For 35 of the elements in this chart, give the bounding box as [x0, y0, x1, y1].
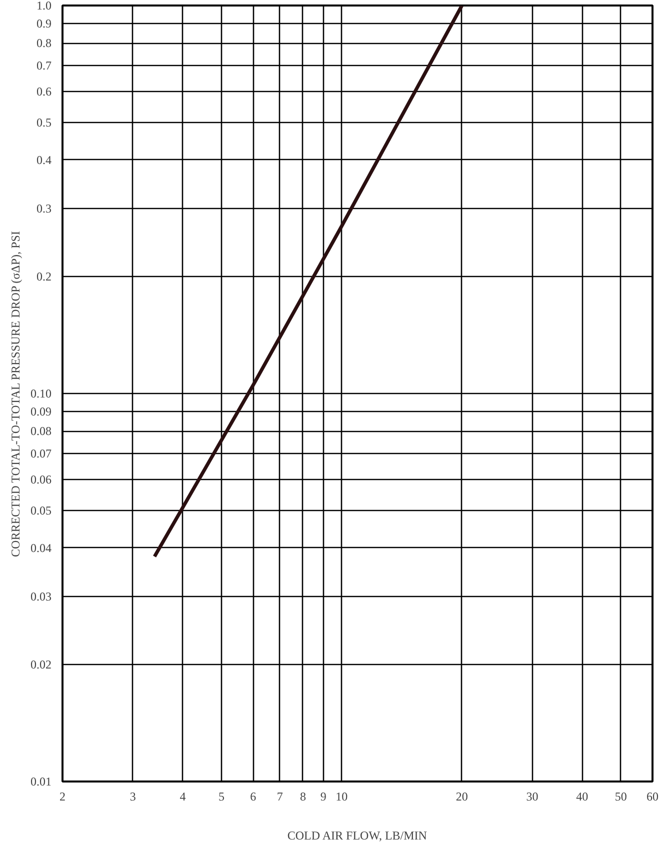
x-tick-label: 60	[646, 790, 658, 804]
x-tick-label: 3	[130, 790, 136, 804]
y-tick-label: 0.9	[36, 16, 52, 30]
y-tick-label: 0.8	[36, 36, 52, 50]
x-tick-label: 4	[180, 790, 186, 804]
y-tick-label: 0.3	[36, 201, 52, 216]
y-tick-label: 0.4	[36, 152, 52, 167]
y-tick-label: 0.02	[30, 658, 52, 672]
x-tick-label: 30	[526, 790, 538, 804]
x-tick-label: 7	[276, 790, 283, 804]
y-tick-label: 0.6	[36, 84, 52, 99]
y-tick-label: 0.07	[30, 446, 52, 461]
x-axis-title: COLD AIR FLOW, LB/MIN	[287, 828, 428, 842]
y-tick-label: 0.01	[30, 774, 52, 788]
y-tick-label: 1.0	[36, 0, 52, 12]
x-tick-label: 20	[456, 790, 468, 804]
x-tick-label: 5	[218, 790, 224, 804]
y-tick-label: 0.05	[30, 503, 52, 518]
y-tick-label: 0.09	[30, 404, 52, 418]
y-tick-label: 0.08	[30, 424, 52, 438]
x-tick-label: 50	[614, 790, 627, 804]
y-axis-title: CORRECTED TOTAL-TO-TOTAL PRESSURE DROP (σΔP), PSI	[8, 231, 22, 557]
y-tick-label: 0.06	[30, 472, 52, 487]
x-tick-label: 40	[576, 790, 588, 804]
y-tick-label: 0.03	[30, 589, 52, 604]
x-tick-label: 6	[250, 790, 256, 804]
y-tick-label: 0.5	[36, 115, 52, 130]
y-tick-label: 0.04	[30, 540, 52, 555]
y-tick-label: 0.10	[30, 386, 52, 400]
x-tick-label: 8	[300, 790, 306, 804]
y-tick-label: 0.7	[36, 58, 52, 73]
y-tick-label: 0.2	[36, 270, 52, 284]
x-tick-label: 9	[320, 790, 326, 804]
x-tick-label: 2	[60, 790, 66, 804]
x-tick-label: 10	[336, 790, 348, 804]
